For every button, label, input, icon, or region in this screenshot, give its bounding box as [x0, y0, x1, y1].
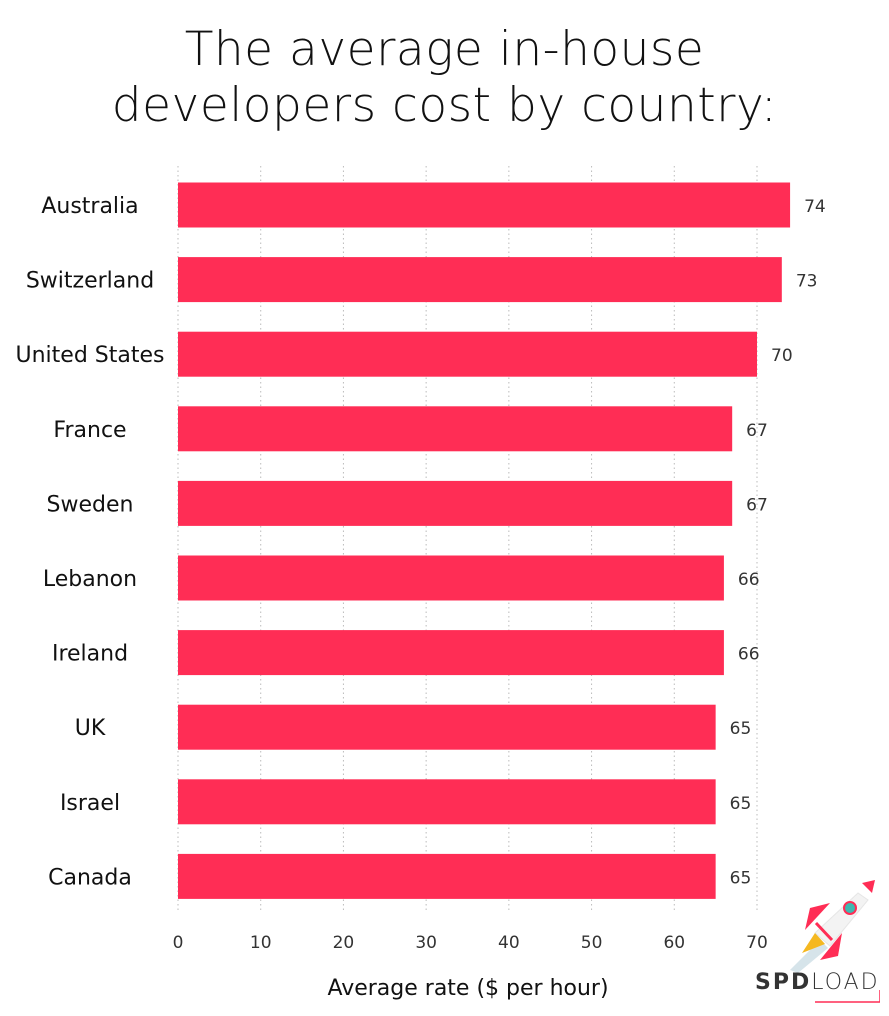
rocket-icon	[790, 880, 875, 973]
spdload-logo: SPDLOAD	[755, 970, 880, 995]
category-label: Ireland	[52, 642, 128, 667]
x-tick-label: 60	[663, 933, 685, 953]
bar-ireland	[178, 630, 724, 676]
x-tick-label: 70	[746, 933, 768, 953]
category-label: Switzerland	[26, 269, 154, 294]
bar-uk	[178, 704, 716, 750]
category-label: UK	[75, 716, 106, 741]
chart-title: The average in-house developers cost by …	[0, 22, 889, 134]
data-label: 65	[730, 719, 752, 739]
data-label: 66	[738, 570, 760, 590]
x-tick-label: 40	[498, 933, 520, 953]
bar-lebanon	[178, 555, 724, 601]
bar-australia	[178, 182, 791, 228]
bar-israel	[178, 779, 716, 825]
bar-united-states	[178, 331, 757, 377]
data-label: 65	[730, 794, 752, 814]
x-tick-label: 50	[581, 933, 603, 953]
x-tick-label: 10	[250, 933, 272, 953]
bar-france	[178, 406, 733, 452]
data-label: 66	[738, 645, 760, 665]
category-label: Sweden	[47, 492, 134, 517]
x-tick-label: 20	[333, 933, 355, 953]
x-tick-label: 30	[415, 933, 437, 953]
category-label: Lebanon	[43, 567, 137, 592]
category-label: Australia	[41, 194, 138, 219]
category-label: France	[53, 418, 126, 443]
bar-sweden	[178, 480, 733, 526]
logo-underline	[815, 990, 880, 1003]
title-line-1: The average in-house	[184, 22, 705, 77]
data-label: 73	[796, 272, 818, 292]
category-label: United States	[16, 343, 165, 368]
data-label: 67	[746, 421, 768, 441]
data-label: 65	[730, 868, 752, 888]
title-line-2: developers cost by country:	[111, 78, 778, 133]
category-label: Canada	[48, 865, 132, 890]
bar-canada	[178, 853, 716, 899]
bar-switzerland	[178, 257, 782, 303]
category-label: Israel	[60, 791, 120, 816]
data-label: 70	[771, 346, 793, 366]
data-label: 74	[804, 197, 826, 217]
x-tick-label: 0	[173, 933, 184, 953]
data-label: 67	[746, 495, 768, 515]
x-axis-label: Average rate ($ per hour)	[327, 976, 608, 1001]
